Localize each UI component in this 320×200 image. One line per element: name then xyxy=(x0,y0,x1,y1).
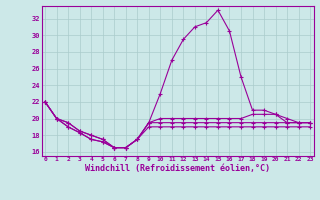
X-axis label: Windchill (Refroidissement éolien,°C): Windchill (Refroidissement éolien,°C) xyxy=(85,164,270,173)
